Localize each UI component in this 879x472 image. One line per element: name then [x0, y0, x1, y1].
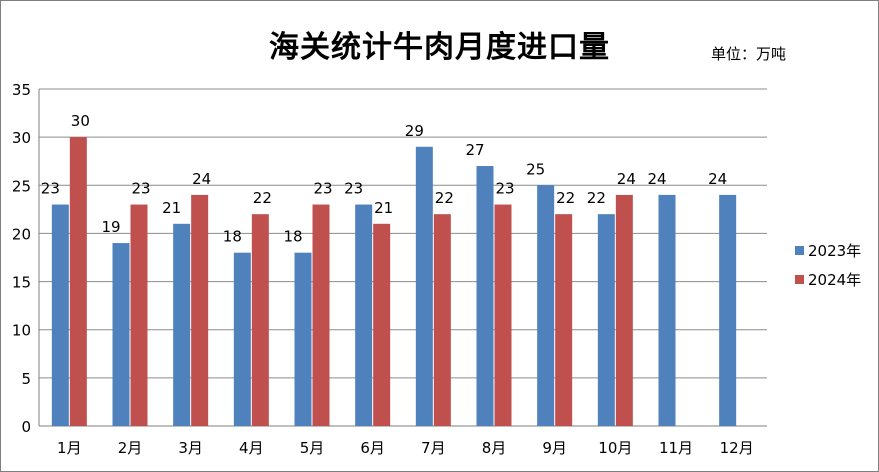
x-tick-label: 7月	[421, 439, 446, 457]
data-label: 30	[71, 112, 90, 130]
bar-2024年-1月	[69, 137, 87, 426]
data-label: 18	[283, 228, 302, 246]
legend-swatch	[795, 275, 804, 284]
x-tick-label: 11月	[659, 439, 693, 457]
x-tick-label: 3月	[178, 439, 203, 457]
x-tick-label: 1月	[57, 439, 82, 457]
bar-2024年-5月	[312, 204, 330, 426]
x-tick-label: 12月	[720, 439, 754, 457]
bar-2024年-8月	[494, 204, 512, 426]
y-tick-label: 35	[12, 81, 31, 99]
data-label: 22	[587, 189, 606, 207]
legend: 2023年 2024年	[795, 242, 861, 289]
data-label: 23	[41, 180, 60, 198]
bars	[51, 137, 737, 426]
data-label: 29	[405, 122, 424, 140]
x-tick-label: 10月	[598, 439, 632, 457]
chart-title: 海关统计牛肉月度进口量	[269, 30, 610, 65]
data-label: 25	[526, 160, 545, 178]
data-label: 22	[253, 189, 272, 207]
bar-2023年-9月	[537, 185, 555, 426]
bar-2024年-4月	[251, 214, 269, 426]
data-label: 23	[313, 180, 332, 198]
bar-2023年-10月	[597, 214, 615, 426]
bar-2023年-4月	[233, 252, 251, 426]
x-tick-label: 2月	[118, 439, 143, 457]
bar-2023年-11月	[658, 194, 676, 426]
gridlines	[38, 88, 767, 427]
data-label: 19	[101, 218, 120, 236]
bar-2023年-1月	[51, 204, 69, 426]
bar-2023年-6月	[355, 204, 373, 426]
unit-label: 单位：万吨	[711, 45, 787, 63]
legend-label: 2023年	[808, 242, 861, 260]
bar-2024年-2月	[130, 204, 148, 426]
data-label: 24	[617, 170, 636, 188]
y-tick-label: 0	[21, 418, 31, 436]
bar-2023年-3月	[173, 223, 191, 426]
legend-label: 2024年	[808, 271, 861, 289]
data-label: 21	[162, 199, 181, 217]
bar-2024年-3月	[191, 194, 209, 426]
y-axis-ticks: 0 5 10 15 20 25 30 35	[12, 81, 31, 436]
bar-2023年-7月	[415, 146, 433, 426]
x-tick-label: 4月	[239, 439, 264, 457]
data-label: 22	[435, 189, 454, 207]
x-tick-label: 8月	[482, 439, 507, 457]
bar-2023年-12月	[719, 194, 737, 426]
data-label: 27	[465, 141, 484, 159]
bar-2024年-7月	[433, 214, 451, 426]
data-label: 22	[556, 189, 575, 207]
data-label: 23	[495, 180, 514, 198]
data-label: 21	[374, 199, 393, 217]
data-label: 18	[223, 228, 242, 246]
data-label: 23	[131, 180, 150, 198]
y-tick-label: 20	[12, 225, 31, 243]
legend-swatch	[795, 246, 804, 255]
data-labels: 23 30 19 23 21 24 18 22 18 23 23 21 29 22 27 23 25 22 22 24…	[41, 112, 727, 246]
y-tick-label: 30	[12, 129, 31, 147]
data-label: 24	[192, 170, 211, 188]
y-tick-label: 25	[12, 177, 31, 195]
x-tick-label: 5月	[300, 439, 325, 457]
y-tick-label: 10	[12, 322, 31, 340]
x-tick-label: 9月	[542, 439, 567, 457]
bar-2023年-2月	[112, 243, 130, 426]
data-label: 23	[344, 180, 363, 198]
x-axis-ticks: 1月 2月 3月 4月 5月 6月 7月 8月 9月 10月 11月 12月	[57, 439, 754, 457]
y-tick-label: 15	[12, 274, 31, 292]
bar-2023年-8月	[476, 166, 494, 426]
bar-2023年-5月	[294, 252, 312, 426]
x-tick-label: 6月	[360, 439, 385, 457]
y-tick-label: 5	[21, 370, 31, 388]
bar-2024年-10月	[615, 194, 633, 426]
bar-2024年-9月	[555, 214, 573, 426]
data-label: 24	[647, 170, 666, 188]
bar-2024年-6月	[373, 223, 391, 426]
data-label: 24	[708, 170, 727, 188]
